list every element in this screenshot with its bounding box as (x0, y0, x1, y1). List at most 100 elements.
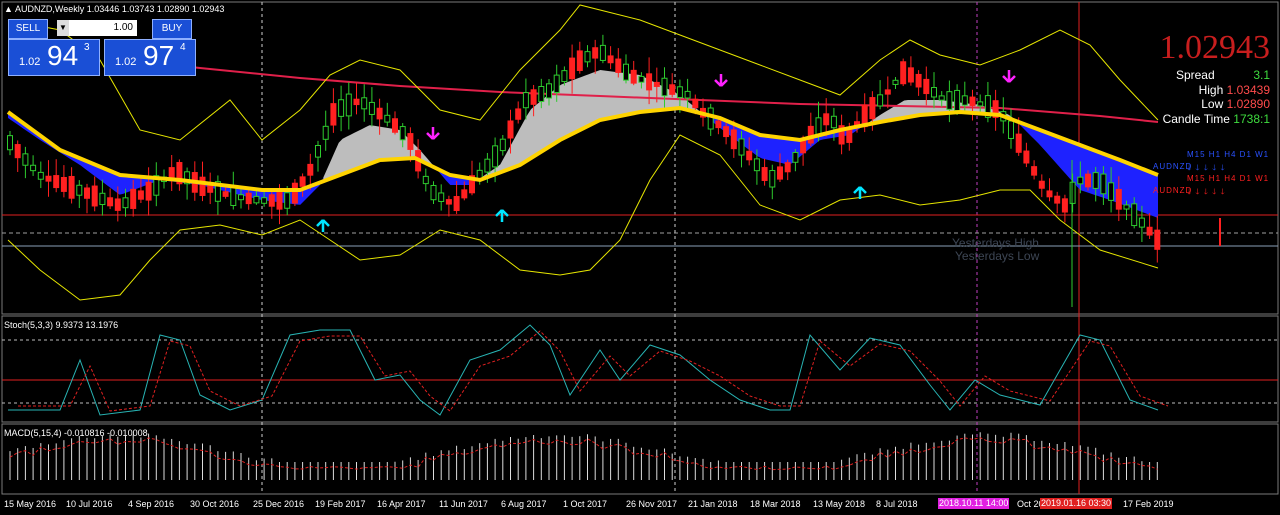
candle-body (838, 125, 845, 145)
x-axis-label: 13 May 2018 (813, 499, 866, 509)
sell-price-box[interactable]: 1.02 94 3 (8, 39, 100, 76)
candle-body (669, 84, 676, 95)
candle-body (1100, 173, 1107, 195)
candle-body (230, 186, 237, 206)
buy-button[interactable]: BUY (152, 19, 192, 39)
ma-long-line (129, 59, 1159, 123)
chart-header: ▲ AUDNZD,Weekly 1.03446 1.03743 1.02890 … (4, 4, 224, 14)
lot-dropdown-icon[interactable]: ▼ (57, 20, 69, 36)
buy-price-prefix: 1.02 (115, 56, 137, 68)
candle-body (315, 145, 321, 158)
x-axis-label: Oct 20 (1017, 499, 1044, 509)
candle-body (45, 175, 52, 182)
candle-body (14, 144, 21, 159)
candle-body (915, 73, 922, 88)
candle-body (746, 150, 753, 161)
candle-body (592, 47, 599, 59)
candle-body (715, 120, 722, 129)
candle-body (807, 125, 814, 144)
candle-body (823, 113, 830, 126)
candle-body (53, 175, 60, 189)
candle-body (76, 184, 83, 196)
candle-body (1061, 198, 1068, 213)
candle-body (253, 195, 260, 204)
candle-body (238, 194, 244, 201)
candle-body (784, 162, 791, 173)
yesterday-high-label: Yesterdays High (952, 236, 1039, 250)
candle-body (99, 192, 106, 206)
candle-body (684, 90, 691, 99)
candle-body (345, 93, 352, 117)
candle-body (984, 95, 991, 118)
candle-body (107, 197, 114, 207)
candle-body (422, 175, 429, 185)
macd-header: MACD(5,15,4) -0.010816 -0.010008 (4, 428, 148, 438)
candle-body (276, 191, 283, 210)
candle-body (1069, 181, 1076, 204)
stoch-main-line (8, 324, 1159, 416)
bollinger-lower (7, 134, 1159, 301)
buy-signal-arrow-icon (495, 209, 509, 222)
candle-body (453, 196, 460, 211)
candle-body (830, 115, 837, 129)
lot-size-field[interactable]: ▼ 1.00 (57, 20, 137, 36)
sell-button[interactable]: SELL (8, 19, 48, 39)
trend-fill-blue (8, 112, 324, 205)
buy-price-box[interactable]: 1.02 97 4 (104, 39, 196, 76)
x-axis-label: 25 Dec 2016 (253, 499, 305, 509)
candle-body (492, 145, 499, 168)
spread-label: Spread (1175, 68, 1215, 82)
x-axis-label: 18 Mar 2018 (750, 499, 801, 509)
x-axis-label: 11 Jun 2017 (439, 499, 488, 509)
ma-yellow-line (6, 105, 1159, 192)
mtf-row1-arrows: 🡓 🡓 🡓 🡓 🡓 (1187, 163, 1226, 172)
candle-body (1108, 182, 1115, 201)
candle-body (522, 92, 529, 109)
candle-body (1054, 195, 1061, 204)
candle-body (576, 50, 583, 71)
candle-body (91, 185, 98, 207)
candle-body (892, 79, 899, 85)
candle-body (1131, 203, 1138, 227)
candle-time-label: Candle Time (1162, 112, 1230, 126)
candle-body (1038, 180, 1045, 189)
candle-body (723, 126, 730, 138)
candle-body (30, 164, 37, 172)
candle-body (268, 194, 275, 207)
candle-body (484, 158, 491, 173)
candle-body (407, 133, 414, 150)
x-axis-label: 30 Oct 2016 (190, 499, 240, 509)
candle-body (1138, 217, 1145, 228)
trend-fill-gray (323, 125, 439, 182)
candle-body (769, 170, 776, 188)
candle-body (707, 107, 714, 130)
candle-body (977, 101, 984, 107)
candle-body (553, 74, 560, 93)
candle-body (353, 98, 360, 106)
candle-body (623, 63, 629, 81)
candle-body (376, 107, 383, 120)
candle-body (307, 163, 314, 176)
candle-body (969, 96, 976, 107)
candle-body (499, 138, 506, 152)
candle-body (137, 190, 144, 200)
candle-body (153, 175, 160, 196)
candle-body (114, 198, 121, 211)
x-axis-label: 8 Jul 2018 (876, 499, 918, 509)
candle-body (992, 100, 999, 118)
candle-body (1015, 133, 1022, 153)
trend-fill-blue (1019, 122, 1158, 218)
collapse-triangle-icon[interactable]: ▲ (4, 4, 13, 14)
candle-body (145, 181, 152, 201)
x-axis-label: 21 Jan 2018 (688, 499, 738, 509)
time-tag-red: 2019.01.16 03:30 (1040, 498, 1113, 509)
one-click-trade-panel: SELL ▼ 1.00 BUY 1.02 94 3 1.02 97 4 (8, 19, 196, 76)
candle-body (37, 171, 44, 180)
candle-body (245, 192, 252, 205)
stoch-signal-line (18, 330, 1169, 412)
x-axis-label: 16 Apr 2017 (377, 499, 426, 509)
low-row: Low 1.02890 (1201, 97, 1270, 111)
candle-body (661, 77, 668, 97)
x-axis-label: 4 Sep 2016 (128, 499, 175, 509)
